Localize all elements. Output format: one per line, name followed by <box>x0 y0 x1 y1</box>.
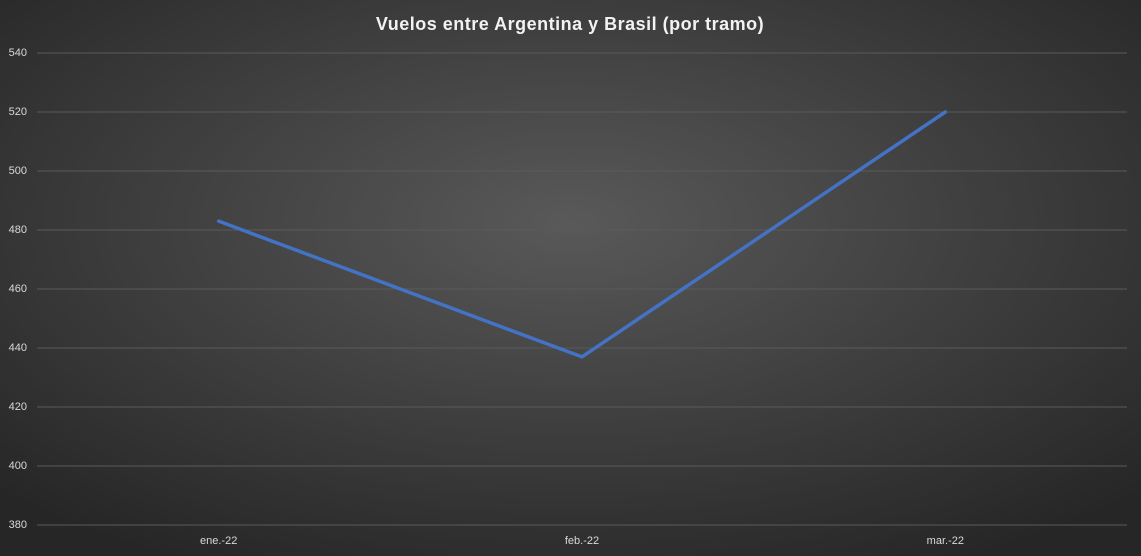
x-tick-label: mar.-22 <box>927 535 964 547</box>
y-tick-label: 500 <box>9 165 27 177</box>
y-tick-label: 480 <box>9 224 27 236</box>
y-tick-label: 540 <box>9 47 27 59</box>
x-tick-label: feb.-22 <box>565 535 599 547</box>
chart-title: Vuelos entre Argentina y Brasil (por tra… <box>376 14 764 34</box>
x-tick-label: ene.-22 <box>200 535 237 547</box>
y-tick-label: 520 <box>9 106 27 118</box>
y-tick-label: 400 <box>9 460 27 472</box>
y-tick-label: 460 <box>9 283 27 295</box>
y-tick-label: 420 <box>9 401 27 413</box>
y-tick-label: 380 <box>9 519 27 531</box>
y-tick-label: 440 <box>9 342 27 354</box>
data-line <box>216 110 948 359</box>
